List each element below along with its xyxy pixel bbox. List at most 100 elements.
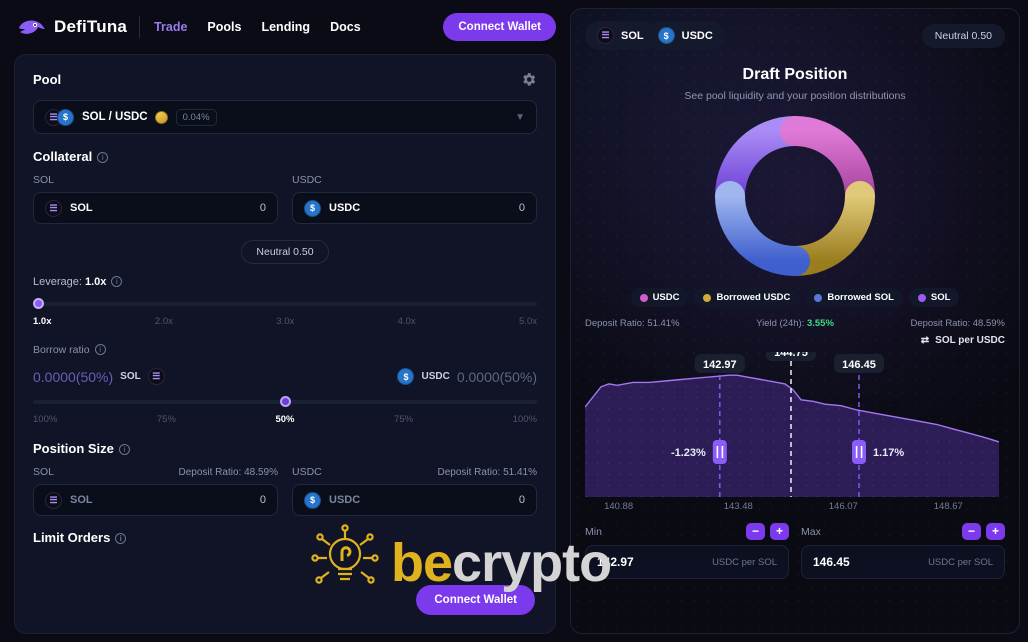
collateral-sol-col: SOL ☰ SOL 0 <box>33 174 278 224</box>
nav-item-lending[interactable]: Lending <box>261 20 311 34</box>
collateral-usdc-input[interactable]: $ USDC 0 <box>292 192 537 224</box>
right-column: ☰ SOL $ USDC Neutral 0.50 Draft Position… <box>570 0 1028 642</box>
usdc-token-icon: $ <box>57 108 74 126</box>
deposit-ratio-right: Deposit Ratio: 48.59% <box>910 318 1005 329</box>
max-decrement-button[interactable]: − <box>962 523 981 540</box>
max-increment-button[interactable]: + <box>986 523 1005 540</box>
legend-item-sol[interactable]: SOL <box>908 288 960 307</box>
liquidity-area-texture <box>585 375 999 497</box>
brand-name: DefiTuna <box>54 17 128 36</box>
token-pill-sol-label: SOL <box>621 29 644 42</box>
min-decrement-button[interactable]: − <box>746 523 765 540</box>
liquidity-chart[interactable]: 142.97 -1.23% 144.75 146.45 1.17% <box>585 352 1005 497</box>
donut-segment-borrowed-sol <box>715 181 810 276</box>
pool-title: Pool <box>33 72 62 87</box>
borrow-slider-knob[interactable] <box>280 396 291 407</box>
info-icon[interactable]: i <box>115 533 127 544</box>
position-usdc-label: USDC <box>292 466 322 478</box>
legend-label: SOL <box>930 292 951 303</box>
handle-grip <box>716 446 719 458</box>
collateral-header: Collateral i <box>33 148 537 166</box>
legend-color-dot <box>917 293 926 302</box>
gear-icon[interactable] <box>520 71 537 88</box>
position-usdc-value: 0 <box>518 494 525 506</box>
info-icon[interactable]: i <box>94 344 106 355</box>
position-usdc-head: USDC Deposit Ratio: 51.41% <box>292 466 537 478</box>
range-drag-handle <box>712 440 727 464</box>
neutral-ratio-chip[interactable]: Neutral 0.50 <box>241 240 329 264</box>
borrow-ratio-slider[interactable] <box>33 396 537 407</box>
position-usdc-deposit-ratio: Deposit Ratio: 51.41% <box>437 467 537 478</box>
info-icon[interactable]: i <box>97 152 109 163</box>
legend-item-borrowed-usdc[interactable]: Borrowed USDC <box>694 288 800 307</box>
yield-stat: Yield (24h): 3.55% <box>756 318 834 329</box>
max-price-header: Max − + <box>801 523 1005 540</box>
legend-label: Borrowed USDC <box>716 292 791 303</box>
leverage-slider-knob[interactable] <box>33 298 44 309</box>
collateral-sol-symbol: SOL <box>70 202 93 214</box>
collateral-sol-input[interactable]: ☰ SOL 0 <box>33 192 278 224</box>
brand-logo[interactable]: DefiTuna <box>16 16 127 38</box>
leverage-tick: 4.0x <box>397 316 416 327</box>
chart-x-axis: 140.88 143.48 146.07 148.67 <box>585 501 1005 515</box>
connect-wallet-button-bottom[interactable]: Connect Wallet <box>416 585 535 615</box>
token-pill-usdc[interactable]: $ USDC <box>645 21 725 50</box>
max-price-control: Max − + 146.45 USDC per SOL <box>801 523 1005 579</box>
collateral-sol-label: SOL <box>33 174 55 186</box>
main-nav: Trade Pools Lending Docs <box>154 20 361 34</box>
leverage-slider-track <box>33 302 537 306</box>
limit-orders-title: Limit Orders <box>33 530 111 545</box>
price-unit-toggle[interactable]: ⇄ SOL per USDC <box>585 335 1005 346</box>
min-increment-button[interactable]: + <box>770 523 789 540</box>
info-icon[interactable]: i <box>118 444 130 455</box>
pool-fee-badge: 0.04% <box>175 108 217 126</box>
nav-item-trade[interactable]: Trade <box>154 20 188 34</box>
min-price-unit: USDC per SOL <box>712 556 777 568</box>
leverage-tick: 2.0x <box>154 316 173 327</box>
leverage-value: 1.0x <box>85 276 107 288</box>
borrow-usdc-group: $ USDC 0.0000(50%) <box>397 368 537 385</box>
marker-price-label: 146.45 <box>842 359 876 371</box>
position-usdc-input[interactable]: $ USDC 0 <box>292 484 537 516</box>
marker-label-bg <box>834 354 884 373</box>
position-sol-label: SOL <box>33 466 55 478</box>
position-sol-symbol: SOL <box>70 494 93 506</box>
position-size-header: Position Size i <box>33 440 537 458</box>
collateral-usdc-col: USDC $ USDC 0 <box>292 174 537 224</box>
x-tick-label: 146.07 <box>828 501 858 512</box>
position-sol-input[interactable]: ☰ SOL 0 <box>33 484 278 516</box>
marker-delta-label: -1.23% <box>671 447 706 459</box>
legend-item-borrowed-sol[interactable]: Borrowed SOL <box>805 288 903 307</box>
nav-item-pools[interactable]: Pools <box>207 20 242 34</box>
position-size-title: Position Size <box>33 441 114 456</box>
chevron-down-icon[interactable]: ▼ <box>515 111 525 123</box>
max-price-input[interactable]: 146.45 USDC per SOL <box>801 545 1005 579</box>
legend-label: Borrowed SOL <box>827 292 894 303</box>
legend-item-usdc[interactable]: USDC <box>630 288 689 307</box>
token-pill-sol[interactable]: ☰ SOL <box>585 21 656 50</box>
pool-selector[interactable]: ☰ $ SOL / USDC 0.04% ▼ <box>33 100 537 134</box>
x-tick-label: 148.67 <box>933 501 963 512</box>
borrow-tick: 100% <box>33 414 58 425</box>
borrow-tick: 50% <box>275 414 295 425</box>
min-price-steppers: − + <box>746 523 789 540</box>
position-sol-col: SOL Deposit Ratio: 48.59% ☰ SOL 0 <box>33 466 278 516</box>
max-price-steppers: − + <box>962 523 1005 540</box>
pool-token-icons: ☰ $ <box>45 108 74 126</box>
trade-form-panel: Pool ☰ $ SOL / USDC 0.04% ▼ Collateral <box>14 54 556 634</box>
neutral-ratio-badge[interactable]: Neutral 0.50 <box>921 23 1005 48</box>
min-price-input[interactable]: 142.97 USDC per SOL <box>585 545 789 579</box>
connect-wallet-button-top[interactable]: Connect Wallet <box>443 13 556 41</box>
handle-grip <box>860 446 863 458</box>
usdc-token-icon: $ <box>397 368 415 385</box>
borrow-tick: 100% <box>512 414 537 425</box>
deposit-ratio-left: Deposit Ratio: 51.41% <box>585 318 680 329</box>
position-sol-head: SOL Deposit Ratio: 48.59% <box>33 466 278 478</box>
marker-delta-label: 1.17% <box>873 447 904 459</box>
token-pill-usdc-label: USDC <box>681 29 713 42</box>
leverage-slider[interactable] <box>33 298 537 309</box>
info-icon[interactable]: i <box>111 276 123 287</box>
nav-item-docs[interactable]: Docs <box>330 20 361 34</box>
borrow-usdc-symbol: USDC <box>421 371 450 382</box>
